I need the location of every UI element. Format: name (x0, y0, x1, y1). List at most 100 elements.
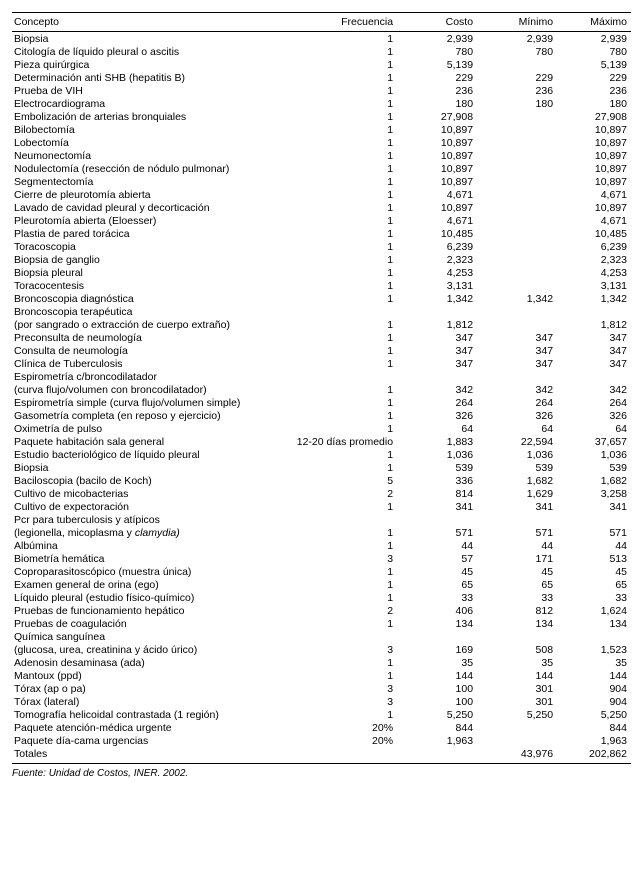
cell-maximo: 1,812 (557, 318, 631, 331)
cell-costo: 229 (397, 71, 477, 84)
cell-frecuencia: 1 (295, 422, 397, 435)
cell-costo (397, 305, 477, 318)
table-row: Tórax (ap o pa)3100301904 (12, 682, 631, 695)
cell-costo: 780 (397, 45, 477, 58)
cell-costo: 169 (397, 643, 477, 656)
totals-costo (397, 747, 477, 763)
cell-frecuencia: 1 (295, 240, 397, 253)
cell-minimo: 65 (477, 578, 557, 591)
table-row: Espirometría c/broncodilatador (12, 370, 631, 383)
cell-frecuencia: 1 (295, 279, 397, 292)
cell-frecuencia: 1 (295, 357, 397, 370)
cell-concepto: Citología de líquido pleural o ascitis (12, 45, 295, 58)
cell-maximo: 513 (557, 552, 631, 565)
table-row: (glucosa, urea, creatinina y ácido úrico… (12, 643, 631, 656)
cell-minimo: 342 (477, 383, 557, 396)
cell-frecuencia: 3 (295, 695, 397, 708)
cell-concepto: Adenosin desaminasa (ada) (12, 656, 295, 669)
cell-frecuencia: 1 (295, 708, 397, 721)
table-row: Segmentectomía110,89710,897 (12, 175, 631, 188)
cell-maximo: 780 (557, 45, 631, 58)
cell-concepto: Espirometría simple (curva flujo/volumen… (12, 396, 295, 409)
cell-costo (397, 370, 477, 383)
table-row: Cultivo de expectoración1341341341 (12, 500, 631, 513)
table-row: Pleurotomía abierta (Eloesser)14,6714,67… (12, 214, 631, 227)
cell-maximo: 844 (557, 721, 631, 734)
cell-maximo: 64 (557, 422, 631, 435)
cell-costo: 3,131 (397, 279, 477, 292)
cell-minimo: 301 (477, 695, 557, 708)
cell-concepto: Biopsia (12, 461, 295, 474)
cell-concepto: (glucosa, urea, creatinina y ácido úrico… (12, 643, 295, 656)
table-row: Química sanguínea (12, 630, 631, 643)
cell-minimo (477, 318, 557, 331)
cell-frecuencia: 1 (295, 331, 397, 344)
cell-frecuencia (295, 513, 397, 526)
cell-concepto: Plastia de pared torácica (12, 227, 295, 240)
cell-frecuencia (295, 305, 397, 318)
cell-maximo: 347 (557, 357, 631, 370)
cell-concepto: Paquete atención-médica urgente (12, 721, 295, 734)
cell-costo: 144 (397, 669, 477, 682)
cell-minimo: 347 (477, 344, 557, 357)
cell-concepto: Tórax (ap o pa) (12, 682, 295, 695)
cell-costo: 180 (397, 97, 477, 110)
cell-frecuencia: 1 (295, 669, 397, 682)
cell-frecuencia: 1 (295, 201, 397, 214)
cell-costo: 347 (397, 331, 477, 344)
cell-maximo: 2,939 (557, 32, 631, 46)
cell-maximo (557, 630, 631, 643)
cell-frecuencia: 1 (295, 396, 397, 409)
cell-maximo (557, 370, 631, 383)
cell-costo (397, 513, 477, 526)
cell-maximo: 4,671 (557, 214, 631, 227)
cell-costo: 35 (397, 656, 477, 669)
cell-minimo: 236 (477, 84, 557, 97)
col-costo: Costo (397, 13, 477, 32)
cell-maximo: 1,624 (557, 604, 631, 617)
cell-frecuencia: 1 (295, 448, 397, 461)
cell-concepto: Coproparasitoscópico (muestra única) (12, 565, 295, 578)
table-row: Pruebas de coagulación1134134134 (12, 617, 631, 630)
cell-minimo (477, 110, 557, 123)
cell-minimo (477, 253, 557, 266)
cell-costo: 100 (397, 695, 477, 708)
cell-concepto: Gasometría completa (en reposo y ejercic… (12, 409, 295, 422)
cell-frecuencia: 1 (295, 409, 397, 422)
table-row: Gasometría completa (en reposo y ejercic… (12, 409, 631, 422)
totals-label: Totales (12, 747, 295, 763)
cell-frecuencia: 12-20 días promedio (295, 435, 397, 448)
cell-maximo: 539 (557, 461, 631, 474)
cell-costo: 571 (397, 526, 477, 539)
cell-maximo: 3,258 (557, 487, 631, 500)
table-row: Toracoscopia16,2396,239 (12, 240, 631, 253)
cell-costo: 4,253 (397, 266, 477, 279)
cell-minimo: 180 (477, 97, 557, 110)
cell-costo: 406 (397, 604, 477, 617)
cell-minimo: 144 (477, 669, 557, 682)
cell-concepto: Examen general de orina (ego) (12, 578, 295, 591)
cell-costo: 65 (397, 578, 477, 591)
cell-costo: 1,883 (397, 435, 477, 448)
table-row: Examen general de orina (ego)1656565 (12, 578, 631, 591)
cell-frecuencia: 1 (295, 32, 397, 46)
cell-minimo: 1,682 (477, 474, 557, 487)
totals-frecuencia (295, 747, 397, 763)
table-row: Cierre de pleurotomía abierta14,6714,671 (12, 188, 631, 201)
cell-frecuencia: 1 (295, 227, 397, 240)
cell-concepto: Toracoscopia (12, 240, 295, 253)
cell-minimo: 539 (477, 461, 557, 474)
cell-minimo: 812 (477, 604, 557, 617)
cell-maximo: 10,897 (557, 136, 631, 149)
cell-minimo (477, 513, 557, 526)
cell-minimo: 171 (477, 552, 557, 565)
table-row: Lobectomía110,89710,897 (12, 136, 631, 149)
table-row: Pcr para tuberculosis y atípicos (12, 513, 631, 526)
table-row: Tórax (lateral)3100301904 (12, 695, 631, 708)
cell-minimo: 35 (477, 656, 557, 669)
cell-minimo: 1,036 (477, 448, 557, 461)
cell-frecuencia: 1 (295, 578, 397, 591)
cell-minimo (477, 136, 557, 149)
cell-costo: 44 (397, 539, 477, 552)
cell-costo: 336 (397, 474, 477, 487)
